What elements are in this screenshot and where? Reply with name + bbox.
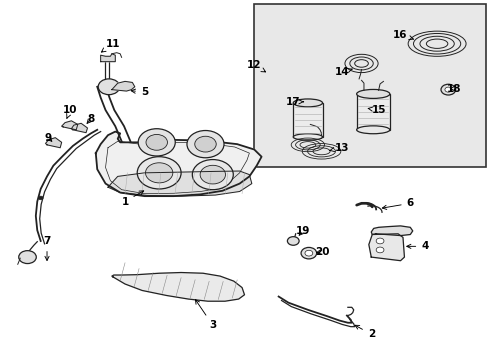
Text: 2: 2 — [354, 325, 374, 339]
Polygon shape — [112, 273, 244, 301]
Text: 9: 9 — [45, 133, 52, 143]
Circle shape — [145, 163, 172, 183]
Polygon shape — [370, 226, 412, 235]
Circle shape — [200, 165, 225, 184]
Circle shape — [192, 159, 233, 190]
Text: 19: 19 — [295, 226, 309, 236]
Polygon shape — [108, 171, 251, 196]
Text: 1: 1 — [121, 191, 143, 207]
Text: 14: 14 — [334, 67, 351, 77]
Text: 17: 17 — [285, 97, 303, 107]
Circle shape — [186, 131, 224, 158]
Bar — [293, 103, 322, 137]
Circle shape — [146, 134, 167, 150]
Text: 7: 7 — [43, 236, 51, 261]
Text: 20: 20 — [315, 247, 329, 257]
Circle shape — [138, 129, 175, 156]
Circle shape — [19, 251, 36, 264]
Circle shape — [440, 84, 455, 95]
Text: 15: 15 — [367, 105, 385, 115]
Text: 5: 5 — [131, 87, 148, 97]
Bar — [254, 4, 485, 167]
Text: 13: 13 — [328, 143, 348, 153]
Text: 12: 12 — [246, 60, 265, 72]
Polygon shape — [368, 234, 404, 261]
Polygon shape — [96, 132, 261, 196]
Circle shape — [375, 247, 383, 253]
Circle shape — [38, 196, 43, 200]
Circle shape — [305, 250, 312, 256]
Polygon shape — [45, 138, 61, 148]
Circle shape — [98, 79, 120, 95]
Circle shape — [301, 247, 316, 259]
Ellipse shape — [293, 134, 322, 140]
Text: 6: 6 — [382, 198, 413, 210]
Text: 8: 8 — [87, 114, 94, 124]
Text: 10: 10 — [63, 105, 78, 118]
Text: 3: 3 — [195, 300, 216, 330]
Polygon shape — [61, 121, 78, 130]
Bar — [356, 94, 389, 130]
Circle shape — [137, 157, 181, 189]
Circle shape — [375, 238, 383, 244]
Ellipse shape — [293, 99, 322, 107]
Circle shape — [287, 237, 299, 245]
Text: 11: 11 — [102, 39, 120, 52]
Ellipse shape — [356, 89, 389, 98]
Text: 4: 4 — [406, 241, 427, 251]
Ellipse shape — [356, 126, 389, 134]
Text: 18: 18 — [446, 84, 461, 94]
Circle shape — [444, 87, 451, 92]
Polygon shape — [112, 81, 135, 91]
Text: 16: 16 — [392, 30, 413, 40]
Circle shape — [194, 136, 216, 152]
Polygon shape — [71, 123, 87, 133]
Polygon shape — [101, 54, 115, 62]
